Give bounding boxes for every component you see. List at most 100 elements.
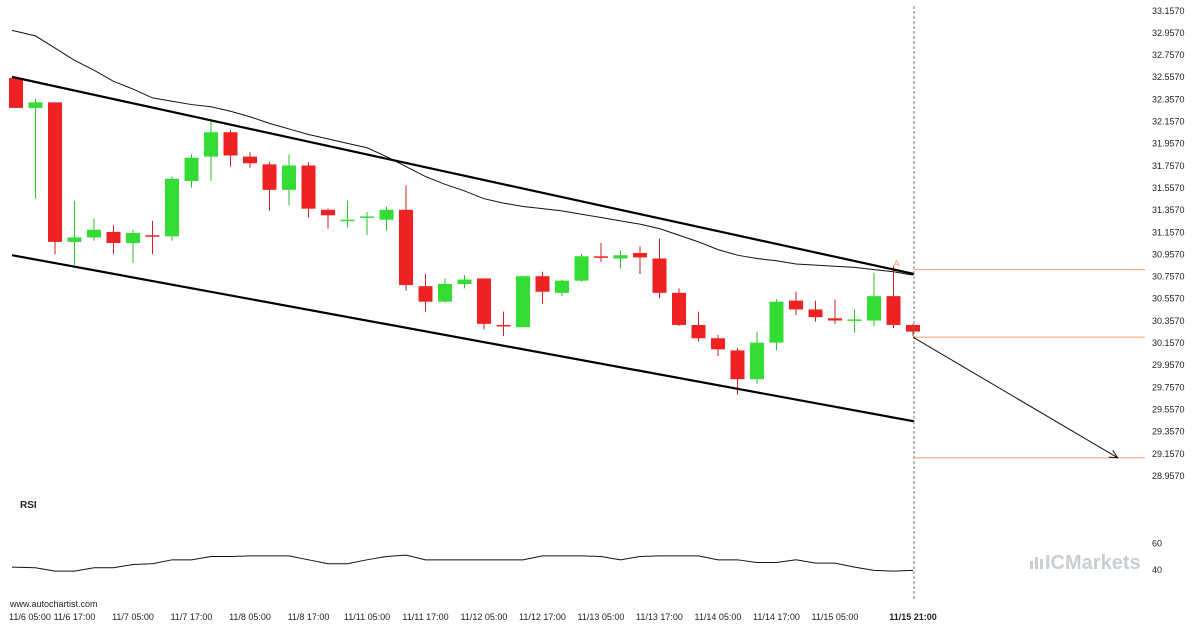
candle xyxy=(789,291,803,315)
rsi-line-layer xyxy=(11,554,914,572)
candle xyxy=(594,243,608,262)
time-tick-label: 11/11 17:00 xyxy=(402,612,448,622)
brand-prefix: IC xyxy=(1045,552,1065,574)
candle xyxy=(418,274,433,312)
moving-average-line xyxy=(11,29,914,276)
time-tick-label: 11/7 17:00 xyxy=(171,612,213,622)
price-tick-label: 29.9570 xyxy=(1152,360,1185,370)
price-tick-label: 32.1570 xyxy=(1152,117,1185,127)
candle xyxy=(301,162,316,218)
candle-body xyxy=(145,235,160,237)
candle-body xyxy=(457,279,472,284)
candle-body xyxy=(282,165,296,190)
time-tick-label: 11/14 17:00 xyxy=(753,612,800,622)
candle-body xyxy=(438,283,452,302)
candle xyxy=(438,278,452,303)
price-tick-label: 30.1570 xyxy=(1152,338,1185,348)
time-tick-label: 11/13 05:00 xyxy=(578,612,625,622)
brand-suffix: Markets xyxy=(1065,552,1141,574)
time-tick-label: 11/13 17:00 xyxy=(636,612,683,622)
candle xyxy=(886,266,901,329)
candle-body xyxy=(789,300,803,310)
candle xyxy=(165,176,179,241)
candle-body xyxy=(906,324,920,332)
candle xyxy=(672,288,686,327)
candle-body xyxy=(535,276,550,292)
candle xyxy=(769,299,784,351)
rsi-tick-label: 40 xyxy=(1152,565,1162,575)
channel-lower-line xyxy=(11,254,915,423)
candle-body xyxy=(165,178,179,237)
candle xyxy=(652,238,667,299)
time-tick-label: 11/8 17:00 xyxy=(288,612,330,622)
candle xyxy=(847,309,862,333)
price-tick-label: 29.5570 xyxy=(1152,404,1185,414)
price-tick-label: 31.5570 xyxy=(1152,183,1185,193)
candle xyxy=(516,276,530,328)
candle xyxy=(379,206,394,231)
candles xyxy=(9,77,920,395)
price-tick-label: 32.3570 xyxy=(1152,94,1185,104)
candle-body xyxy=(67,237,82,242)
candle-body xyxy=(516,276,530,328)
candle xyxy=(126,229,140,263)
forecast-arrow-head xyxy=(1108,450,1119,459)
candle xyxy=(477,278,491,330)
candle-body xyxy=(340,219,355,222)
time-tick-label: 11/7 05:00 xyxy=(112,612,154,622)
price-tick-label: 31.7570 xyxy=(1152,161,1185,171)
candle xyxy=(204,121,218,181)
candle xyxy=(262,162,277,211)
price-tick-label: 29.7570 xyxy=(1152,382,1185,392)
candle-body xyxy=(711,338,725,350)
candle-body xyxy=(672,292,686,325)
candle xyxy=(243,152,257,168)
candle-body xyxy=(613,255,628,259)
time-tick-label: 11/11 05:00 xyxy=(344,612,390,622)
source-watermark: www.autochartist.com xyxy=(9,599,98,609)
candle xyxy=(48,102,62,255)
candle-body xyxy=(379,209,394,220)
brand-logo: ICMarkets xyxy=(1030,552,1141,574)
candle-body xyxy=(243,156,257,164)
time-axis: 11/6 05:00 11/6 17:00 11/7 05:00 11/7 17:00… xyxy=(9,612,937,622)
candle-body xyxy=(399,209,413,286)
candle-body xyxy=(886,296,901,325)
price-tick-label: 31.1570 xyxy=(1152,227,1185,237)
price-tick-label: 29.3570 xyxy=(1152,427,1185,437)
forecast-arrow-line xyxy=(912,336,1119,459)
candle xyxy=(184,154,199,188)
time-tick-label: 11/8 05:00 xyxy=(229,612,271,622)
price-tick-label: 31.3570 xyxy=(1152,205,1185,215)
pattern-overlay: A xyxy=(11,6,1145,600)
rsi-tick-label: 60 xyxy=(1152,538,1162,548)
candle-body xyxy=(691,324,706,339)
price-tick-label: 30.3570 xyxy=(1152,316,1185,326)
candle xyxy=(613,250,628,269)
candle xyxy=(457,275,472,289)
time-tick-label: 11/14 05:00 xyxy=(695,612,742,622)
candle-body xyxy=(574,256,589,281)
candle xyxy=(750,331,764,384)
price-tick-label: 32.9570 xyxy=(1152,28,1185,38)
candle-body xyxy=(652,258,667,293)
candle xyxy=(711,334,725,356)
price-tick-label: 28.9570 xyxy=(1152,471,1185,481)
candle-body xyxy=(769,301,784,343)
candle-body xyxy=(633,252,647,258)
candle-body xyxy=(87,229,101,238)
candle xyxy=(67,200,82,266)
price-tick-label: 29.1570 xyxy=(1152,449,1185,459)
time-tick-label: 11/6 05:00 xyxy=(9,612,51,622)
moving-average xyxy=(11,29,914,276)
candle xyxy=(574,254,589,282)
candle xyxy=(555,279,569,297)
candle xyxy=(360,211,374,236)
channel-upper-line xyxy=(11,75,915,276)
candle-body xyxy=(808,309,823,318)
time-tick-label: 11/15 05:00 xyxy=(812,612,859,622)
price-tick-label: 30.7570 xyxy=(1152,272,1185,282)
candle-body xyxy=(106,231,121,243)
candle xyxy=(828,299,842,324)
